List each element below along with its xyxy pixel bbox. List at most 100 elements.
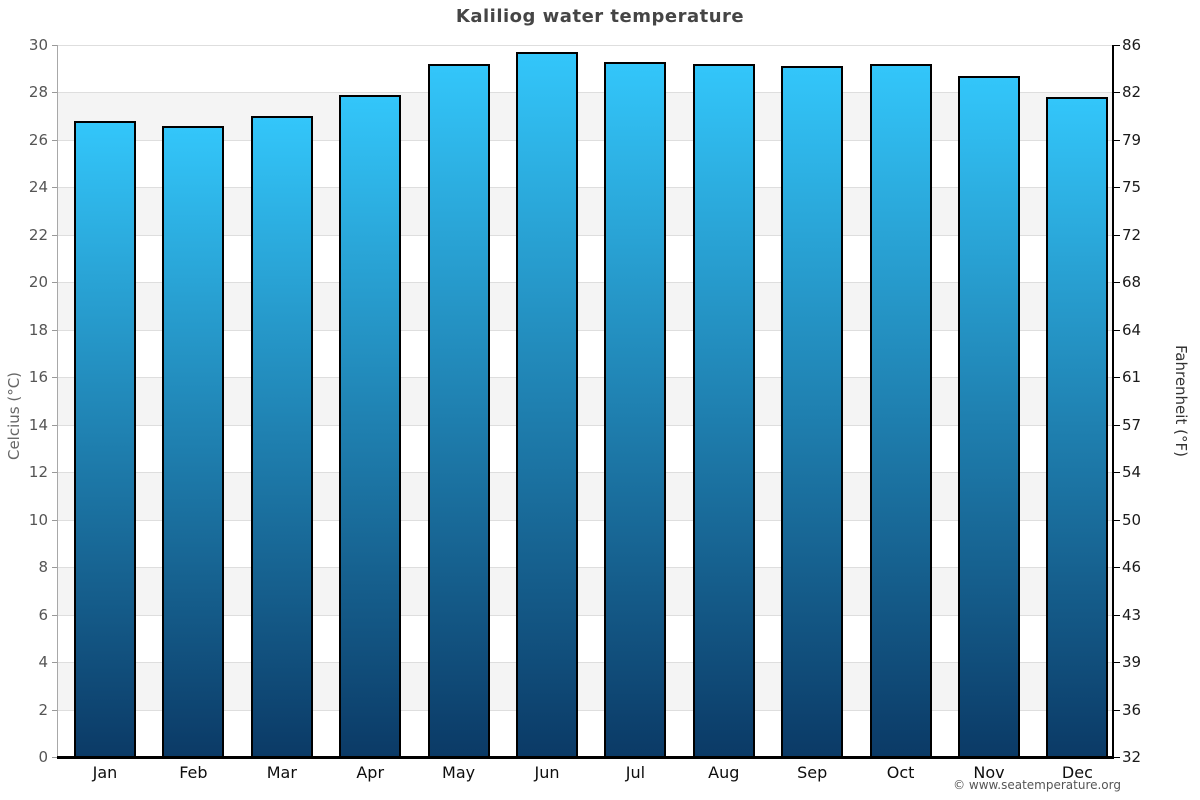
gridline	[57, 140, 1113, 141]
plot-band	[57, 662, 1113, 710]
y-tick-mark-right	[1114, 187, 1120, 188]
y-tick-mark-left	[52, 140, 57, 141]
gridline	[57, 92, 1113, 93]
y-tick-label-fahrenheit-32: 32	[1122, 748, 1142, 766]
y-tick-mark-left	[52, 662, 57, 663]
x-tick-label-aug: Aug	[708, 763, 740, 782]
gridline	[57, 615, 1113, 616]
gridline	[57, 567, 1113, 568]
gridline	[57, 235, 1113, 236]
x-tick-label-jun: Jun	[534, 763, 560, 782]
y-tick-mark-left	[52, 187, 57, 188]
y-tick-label-celsius-0: 0	[38, 748, 48, 766]
y-tick-mark-right	[1114, 757, 1120, 758]
plot-band	[57, 282, 1113, 330]
y-tick-label-celsius-6: 6	[38, 605, 48, 624]
y-tick-label-fahrenheit-39: 39	[1122, 653, 1142, 672]
y-tick-mark-left	[52, 757, 57, 758]
y-tick-mark-right	[1114, 235, 1120, 236]
gridline	[57, 662, 1113, 663]
y-tick-mark-left	[52, 377, 57, 378]
y-tick-label-fahrenheit-50: 50	[1122, 510, 1142, 529]
x-tick-label-feb: Feb	[179, 763, 208, 782]
x-tick-label-oct: Oct	[886, 763, 915, 782]
plot-band	[57, 472, 1113, 520]
bar-mar	[250, 116, 313, 757]
bar-apr	[339, 94, 402, 757]
x-axis-line	[57, 756, 1114, 759]
y-tick-mark-right	[1114, 425, 1120, 426]
gridline	[57, 377, 1113, 378]
plot-band	[57, 377, 1113, 425]
y-tick-label-fahrenheit-86: 86	[1122, 36, 1142, 54]
y-tick-label-celsius-20: 20	[28, 273, 48, 292]
bar-sep	[781, 66, 844, 757]
y-tick-mark-right	[1114, 567, 1120, 568]
y-tick-label-celsius-28: 28	[28, 83, 48, 102]
y-tick-label-fahrenheit-64: 64	[1122, 320, 1142, 339]
gridline	[57, 520, 1113, 521]
x-tick-label-sep: Sep	[797, 763, 828, 782]
y-tick-label-fahrenheit-75: 75	[1122, 178, 1142, 197]
y-tick-mark-right	[1114, 520, 1120, 521]
y-tick-mark-left	[52, 425, 57, 426]
y-tick-label-celsius-24: 24	[28, 178, 48, 197]
y-tick-label-fahrenheit-46: 46	[1122, 558, 1142, 577]
bar-oct	[869, 64, 932, 757]
y-tick-mark-left	[52, 235, 57, 236]
y-tick-mark-right	[1114, 45, 1120, 46]
bar-jun	[516, 52, 578, 757]
bar-jul	[604, 61, 667, 757]
gridline	[57, 425, 1113, 426]
chart-title: Kaliliog water temperature	[455, 6, 745, 27]
plot-area	[57, 45, 1113, 757]
bar-nov	[958, 75, 1020, 757]
y-tick-label-fahrenheit-54: 54	[1122, 463, 1142, 482]
plot-band	[57, 187, 1113, 235]
y-tick-label-fahrenheit-43: 43	[1122, 605, 1142, 624]
y-tick-label-celsius-8: 8	[38, 558, 48, 577]
y-tick-label-fahrenheit-79: 79	[1122, 130, 1142, 149]
y-axis-line-left	[57, 45, 58, 757]
bar-may	[427, 64, 490, 757]
y-tick-mark-right	[1114, 92, 1120, 93]
bar-feb	[162, 125, 225, 757]
y-tick-label-celsius-2: 2	[38, 700, 48, 719]
y-tick-label-celsius-12: 12	[28, 463, 48, 482]
gridline	[57, 710, 1113, 711]
y-axis-line-right	[1112, 45, 1114, 758]
x-tick-label-jul: Jul	[625, 763, 646, 782]
bar-jan	[74, 120, 136, 757]
y-tick-label-celsius-10: 10	[28, 510, 48, 529]
y-tick-mark-left	[52, 330, 57, 331]
x-tick-label-nov: Nov	[973, 763, 1005, 782]
y-tick-mark-left	[52, 615, 57, 616]
y-tick-mark-left	[52, 45, 57, 46]
y-tick-mark-right	[1114, 472, 1120, 473]
y-tick-mark-right	[1114, 710, 1120, 711]
bar-aug	[692, 64, 755, 757]
x-tick-label-may: May	[442, 763, 476, 782]
y-tick-mark-right	[1114, 615, 1120, 616]
y-tick-label-fahrenheit-68: 68	[1122, 273, 1142, 292]
y-tick-label-fahrenheit-72: 72	[1122, 225, 1142, 244]
y-tick-mark-left	[52, 282, 57, 283]
y-tick-mark-right	[1114, 377, 1120, 378]
y-tick-mark-right	[1114, 140, 1120, 141]
y-tick-mark-right	[1114, 662, 1120, 663]
y-tick-label-celsius-14: 14	[28, 415, 48, 434]
y-tick-mark-right	[1114, 330, 1120, 331]
y-tick-mark-left	[52, 92, 57, 93]
y-tick-mark-left	[52, 567, 57, 568]
y-tick-label-fahrenheit-36: 36	[1122, 700, 1142, 719]
x-tick-label-dec: Dec	[1061, 763, 1093, 782]
gridline	[57, 472, 1113, 473]
gridline	[57, 45, 1113, 46]
y-tick-label-celsius-4: 4	[38, 653, 48, 672]
copyright-link[interactable]: © www.seatemperature.org	[953, 778, 1121, 792]
y-tick-label-celsius-16: 16	[28, 368, 48, 387]
y-tick-label-celsius-18: 18	[28, 320, 48, 339]
gridline	[57, 187, 1113, 188]
plot-band	[57, 92, 1113, 140]
